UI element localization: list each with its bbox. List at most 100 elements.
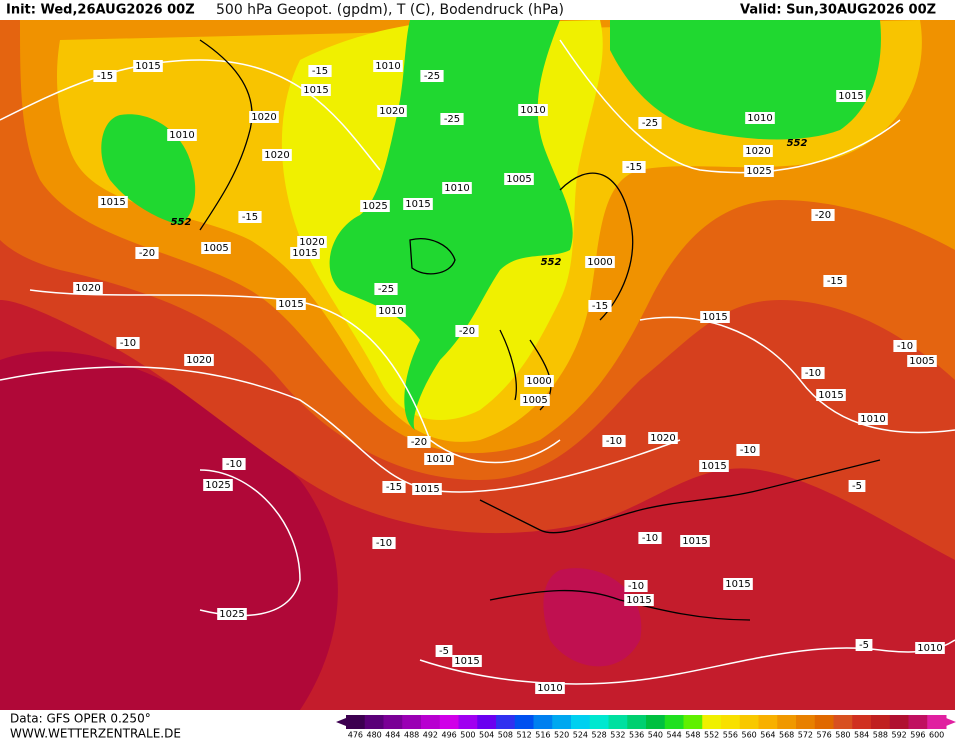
isobar-label-group: 1005 xyxy=(907,355,937,367)
colorbar-label: 564 xyxy=(760,731,775,740)
colorbar-label: 496 xyxy=(441,731,456,740)
isobar-label: 1000 xyxy=(526,376,551,387)
temperature-label-group: -10 xyxy=(372,537,396,549)
temperature-label-group: -5 xyxy=(848,480,866,492)
isobar-label-group: 1015 xyxy=(723,578,753,590)
temperature-label: -5 xyxy=(859,640,869,651)
isobar-label-box xyxy=(723,578,753,590)
contour-label: 552 xyxy=(171,217,192,228)
temperature-label: -20 xyxy=(459,326,475,337)
temperature-label-box xyxy=(638,117,662,129)
isobar xyxy=(419,639,955,685)
isobar-label: 1025 xyxy=(746,166,771,177)
isobar-label-box xyxy=(276,298,306,310)
isobar-label-group: 1020 xyxy=(262,149,292,161)
isobar-label-box xyxy=(518,104,548,116)
temperature-label-group: -10 xyxy=(624,580,648,592)
colorbar-label: 492 xyxy=(423,731,438,740)
temperature-label-group: -15 xyxy=(93,70,117,82)
isobar-label-group: 1015 xyxy=(290,247,320,259)
colorbar-swatch xyxy=(514,715,534,729)
temperature-label: -10 xyxy=(628,581,644,592)
isobar-label: 1005 xyxy=(909,356,934,367)
isobar-label: 1015 xyxy=(135,61,160,72)
isobar-label-group: 1010 xyxy=(376,305,406,317)
colorbar-swatch xyxy=(439,715,459,729)
colorbar-label: 504 xyxy=(479,731,494,740)
isobar-label: 1015 xyxy=(818,390,843,401)
isobar-label-box xyxy=(373,60,403,72)
isobar-label-group: 1015 xyxy=(816,389,846,401)
colorbar-label: 528 xyxy=(591,731,606,740)
isobar-label-group: 1015 xyxy=(403,198,433,210)
isobar-label-group: 1015 xyxy=(452,655,482,667)
isobar-label-box xyxy=(376,305,406,317)
isobar-label-group: 1015 xyxy=(680,535,710,547)
isobar-label-group: 1020 xyxy=(297,236,327,248)
isobar-label-box xyxy=(744,165,774,177)
colorbar-swatch xyxy=(758,715,778,729)
isobar-label-group: 1020 xyxy=(249,111,279,123)
temperature-label-box xyxy=(440,113,464,125)
temperature-label-group: -10 xyxy=(893,340,917,352)
contour-label: 552 xyxy=(787,138,808,149)
isobar-label-box xyxy=(217,608,247,620)
temperature-label: -15 xyxy=(626,162,642,173)
temperature-label-box xyxy=(624,580,648,592)
temperature-label-box xyxy=(135,247,159,259)
colorbar-label: 476 xyxy=(348,731,363,740)
temperature-label: -10 xyxy=(606,436,622,447)
temperature-label-group: -20 xyxy=(407,436,431,448)
temperature-label-box xyxy=(93,70,117,82)
temperature-label-group: -10 xyxy=(116,337,140,349)
temperature-label: -25 xyxy=(642,118,658,129)
isobar-label-group: 1010 xyxy=(424,453,454,465)
isobar-label: 1015 xyxy=(303,85,328,96)
colorbar-label: 568 xyxy=(779,731,794,740)
isobar-label: 1005 xyxy=(522,395,547,406)
isobar-label-box xyxy=(184,354,214,366)
isobar-label: 1015 xyxy=(292,248,317,259)
map-labels: 1015 101010151020101010201020101010051010… xyxy=(73,60,945,694)
colorbar-label: 500 xyxy=(460,731,475,740)
isobar-label-box xyxy=(743,145,773,157)
isobar-label-box xyxy=(98,196,128,208)
temperature-label: -5 xyxy=(852,481,862,492)
temperature-label-group: -20 xyxy=(455,325,479,337)
temperature-label: -15 xyxy=(386,482,402,493)
temperature-label-box xyxy=(222,458,246,470)
isobar-label: 1010 xyxy=(747,113,772,124)
isobar-label-group: 1010 xyxy=(373,60,403,72)
isobar-label-group: 1010 xyxy=(167,129,197,141)
isobar-label: 1005 xyxy=(203,243,228,254)
temperature-label-group: -20 xyxy=(135,247,159,259)
temperature-label-box xyxy=(374,283,398,295)
isobar-label: 1025 xyxy=(219,609,244,620)
warm-core xyxy=(543,568,642,667)
valid-time: Valid: Sun,30AUG2026 00Z xyxy=(740,3,936,18)
colorbar-label: 552 xyxy=(704,731,719,740)
colorbar-label: 588 xyxy=(873,731,888,740)
temperature-label-group: -15 xyxy=(622,161,646,173)
colorbar-label: 556 xyxy=(723,731,738,740)
colorbar-label: 516 xyxy=(535,731,550,740)
isobar-label-group: 1015 xyxy=(412,483,442,495)
isobar-label-group: 1000 xyxy=(524,375,554,387)
colorbar-label: 484 xyxy=(385,731,400,740)
temperature-label: -25 xyxy=(444,114,460,125)
isobar-label-group: 1020 xyxy=(377,105,407,117)
isobar-label-box xyxy=(73,282,103,294)
isobar-label-group: 1000 xyxy=(585,256,615,268)
temperature-label: -15 xyxy=(827,276,843,287)
colorbar-label: 600 xyxy=(929,731,944,740)
isobar-label: 1015 xyxy=(702,312,727,323)
coastline xyxy=(199,39,253,231)
temperature-label-box xyxy=(308,65,332,77)
isobar-label-group: 1025 xyxy=(217,608,247,620)
temperature-label-box xyxy=(855,639,873,651)
isobar-label-group: 1020 xyxy=(648,432,678,444)
colorbar-label: 480 xyxy=(366,731,381,740)
isobar-label: 1015 xyxy=(454,656,479,667)
isobar-label-box xyxy=(377,105,407,117)
temperature-label-group: -10 xyxy=(801,367,825,379)
